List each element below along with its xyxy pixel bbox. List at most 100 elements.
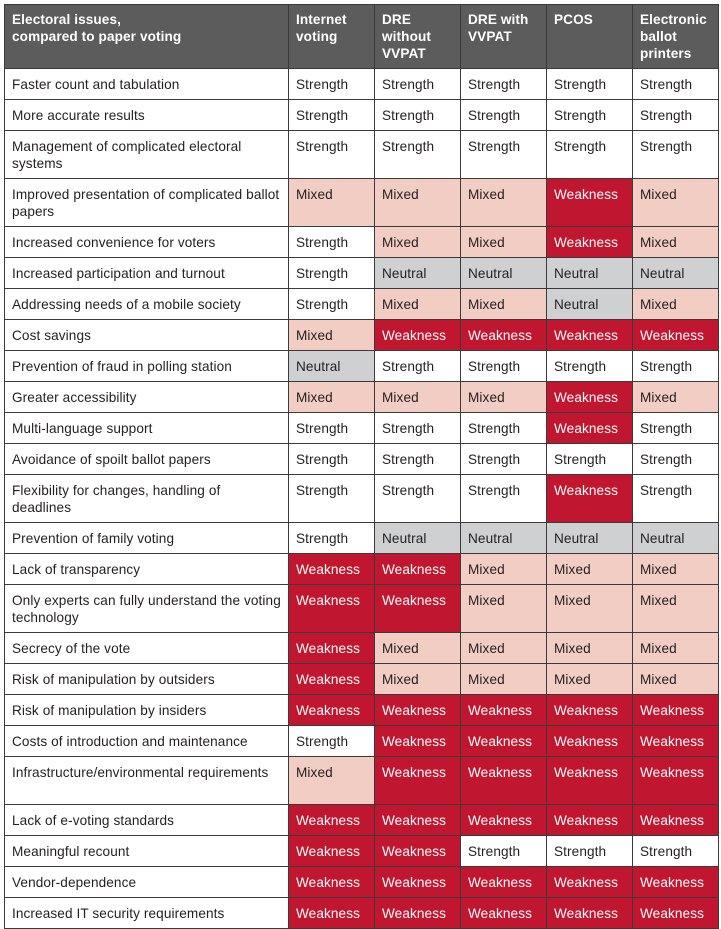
rating-cell-pcos: Mixed bbox=[546, 584, 633, 633]
rating-cell-electronic-ballot-printers: Weakness bbox=[632, 897, 719, 929]
rating-cell-dre-with-vvpat: Weakness bbox=[460, 319, 547, 351]
rating-cell-dre-without-vvpat: Mixed bbox=[374, 178, 461, 227]
rating-cell-electronic-ballot-printers: Mixed bbox=[632, 226, 719, 258]
rating-cell-internet-voting: Strength bbox=[288, 288, 375, 320]
rating-cell-electronic-ballot-printers: Weakness bbox=[632, 804, 719, 836]
rating-cell-dre-with-vvpat: Mixed bbox=[460, 553, 547, 585]
rating-cell-dre-without-vvpat: Weakness bbox=[374, 319, 461, 351]
rating-cell-dre-with-vvpat: Weakness bbox=[460, 866, 547, 898]
table-row: Meaningful recount Weakness Weakness Streng… bbox=[4, 835, 719, 867]
table-row: Risk of manipulation by insiders Weakness… bbox=[4, 694, 719, 726]
rating-cell-electronic-ballot-printers: Strength bbox=[632, 99, 719, 131]
issue-cell: Increased participation and turnout bbox=[4, 257, 289, 289]
rating-cell-internet-voting: Strength bbox=[288, 522, 375, 554]
table-row: Infrastructure/environmental requirement… bbox=[4, 756, 719, 805]
issue-cell: Multi-language support bbox=[4, 412, 289, 444]
rating-cell-pcos: Weakness bbox=[546, 474, 633, 523]
rating-cell-dre-without-vvpat: Weakness bbox=[374, 835, 461, 867]
rating-cell-internet-voting: Strength bbox=[288, 443, 375, 475]
rating-cell-electronic-ballot-printers: Weakness bbox=[632, 319, 719, 351]
rating-cell-dre-with-vvpat: Strength bbox=[460, 99, 547, 131]
rating-cell-dre-without-vvpat: Mixed bbox=[374, 288, 461, 320]
rating-cell-electronic-ballot-printers: Weakness bbox=[632, 725, 719, 757]
issue-cell: Prevention of fraud in polling station bbox=[4, 350, 289, 382]
rating-cell-internet-voting: Weakness bbox=[288, 584, 375, 633]
rating-cell-electronic-ballot-printers: Strength bbox=[632, 835, 719, 867]
rating-cell-dre-without-vvpat: Strength bbox=[374, 474, 461, 523]
rating-cell-dre-with-vvpat: Strength bbox=[460, 412, 547, 444]
rating-cell-pcos: Weakness bbox=[546, 381, 633, 413]
rating-cell-pcos: Weakness bbox=[546, 725, 633, 757]
rating-cell-dre-with-vvpat: Mixed bbox=[460, 632, 547, 664]
rating-cell-electronic-ballot-printers: Strength bbox=[632, 350, 719, 382]
rating-cell-dre-with-vvpat: Weakness bbox=[460, 756, 547, 805]
table-row: Increased convenience for voters Strength… bbox=[4, 226, 719, 258]
rating-cell-dre-without-vvpat: Strength bbox=[374, 350, 461, 382]
rating-cell-dre-without-vvpat: Strength bbox=[374, 412, 461, 444]
rating-cell-dre-without-vvpat: Weakness bbox=[374, 756, 461, 805]
issue-cell: Costs of introduction and maintenance bbox=[4, 725, 289, 757]
issue-cell: Secrecy of the vote bbox=[4, 632, 289, 664]
table-row: Costs of introduction and maintenance Str… bbox=[4, 725, 719, 757]
issue-cell: Cost savings bbox=[4, 319, 289, 351]
rating-cell-pcos: Weakness bbox=[546, 319, 633, 351]
rating-cell-dre-with-vvpat: Mixed bbox=[460, 584, 547, 633]
rating-cell-dre-without-vvpat: Strength bbox=[374, 130, 461, 179]
rating-cell-pcos: Strength bbox=[546, 443, 633, 475]
rating-cell-pcos: Weakness bbox=[546, 897, 633, 929]
rating-cell-dre-without-vvpat: Weakness bbox=[374, 866, 461, 898]
issue-cell: Increased IT security requirements bbox=[4, 897, 289, 929]
table-row: Vendor-dependence Weakness Weakness Weaknes… bbox=[4, 866, 719, 898]
table-row: Risk of manipulation by outsiders Weaknes… bbox=[4, 663, 719, 695]
rating-cell-pcos: Neutral bbox=[546, 257, 633, 289]
table-row: More accurate results Strength Strength Str… bbox=[4, 99, 719, 131]
rating-cell-dre-with-vvpat: Weakness bbox=[460, 694, 547, 726]
table-row: Lack of transparency Weakness Weakness Mixe… bbox=[4, 553, 719, 585]
rating-cell-internet-voting: Weakness bbox=[288, 553, 375, 585]
rating-cell-dre-with-vvpat: Strength bbox=[460, 474, 547, 523]
table-row: Cost savings Mixed Weakness Weakness Weaknes… bbox=[4, 319, 719, 351]
rating-cell-internet-voting: Weakness bbox=[288, 663, 375, 695]
rating-cell-dre-with-vvpat: Neutral bbox=[460, 522, 547, 554]
table-row: Faster count and tabulation Strength Stren… bbox=[4, 68, 719, 100]
issue-cell: Only experts can fully understand the vo… bbox=[4, 584, 289, 633]
rating-cell-pcos: Strength bbox=[546, 99, 633, 131]
rating-cell-pcos: Strength bbox=[546, 130, 633, 179]
issue-cell: Management of complicated electoral syst… bbox=[4, 130, 289, 179]
rating-cell-internet-voting: Strength bbox=[288, 226, 375, 258]
issue-cell: Prevention of family voting bbox=[4, 522, 289, 554]
rating-cell-dre-with-vvpat: Strength bbox=[460, 350, 547, 382]
issue-cell: More accurate results bbox=[4, 99, 289, 131]
rating-cell-internet-voting: Mixed bbox=[288, 178, 375, 227]
rating-cell-pcos: Neutral bbox=[546, 288, 633, 320]
issue-cell: Greater accessibility bbox=[4, 381, 289, 413]
table-row: Secrecy of the vote Weakness Mixed Mixed Mix… bbox=[4, 632, 719, 664]
rating-cell-dre-without-vvpat: Mixed bbox=[374, 381, 461, 413]
rating-cell-dre-without-vvpat: Neutral bbox=[374, 522, 461, 554]
rating-cell-internet-voting: Strength bbox=[288, 474, 375, 523]
rating-cell-dre-with-vvpat: Weakness bbox=[460, 897, 547, 929]
comparison-table: Electoral issues, compared to paper voti… bbox=[4, 4, 719, 929]
rating-cell-electronic-ballot-printers: Mixed bbox=[632, 553, 719, 585]
rating-cell-internet-voting: Weakness bbox=[288, 694, 375, 726]
rating-cell-electronic-ballot-printers: Neutral bbox=[632, 522, 719, 554]
table-row: Flexibility for changes, handling of dea… bbox=[4, 474, 719, 523]
rating-cell-dre-with-vvpat: Strength bbox=[460, 835, 547, 867]
rating-cell-internet-voting: Strength bbox=[288, 99, 375, 131]
table-row: Improved presentation of complicated bal… bbox=[4, 178, 719, 227]
rating-cell-electronic-ballot-printers: Weakness bbox=[632, 756, 719, 805]
rating-cell-dre-with-vvpat: Strength bbox=[460, 68, 547, 100]
rating-cell-electronic-ballot-printers: Weakness bbox=[632, 694, 719, 726]
rating-cell-dre-without-vvpat: Mixed bbox=[374, 632, 461, 664]
rating-cell-electronic-ballot-printers: Weakness bbox=[632, 866, 719, 898]
rating-cell-electronic-ballot-printers: Mixed bbox=[632, 381, 719, 413]
header-electronic-ballot-printers: Electronic ballot printers bbox=[632, 4, 719, 69]
rating-cell-dre-without-vvpat: Weakness bbox=[374, 897, 461, 929]
rating-cell-dre-without-vvpat: Weakness bbox=[374, 694, 461, 726]
rating-cell-internet-voting: Strength bbox=[288, 412, 375, 444]
rating-cell-dre-without-vvpat: Mixed bbox=[374, 226, 461, 258]
rating-cell-electronic-ballot-printers: Strength bbox=[632, 474, 719, 523]
rating-cell-dre-without-vvpat: Weakness bbox=[374, 725, 461, 757]
rating-cell-internet-voting: Strength bbox=[288, 725, 375, 757]
rating-cell-dre-with-vvpat: Mixed bbox=[460, 663, 547, 695]
